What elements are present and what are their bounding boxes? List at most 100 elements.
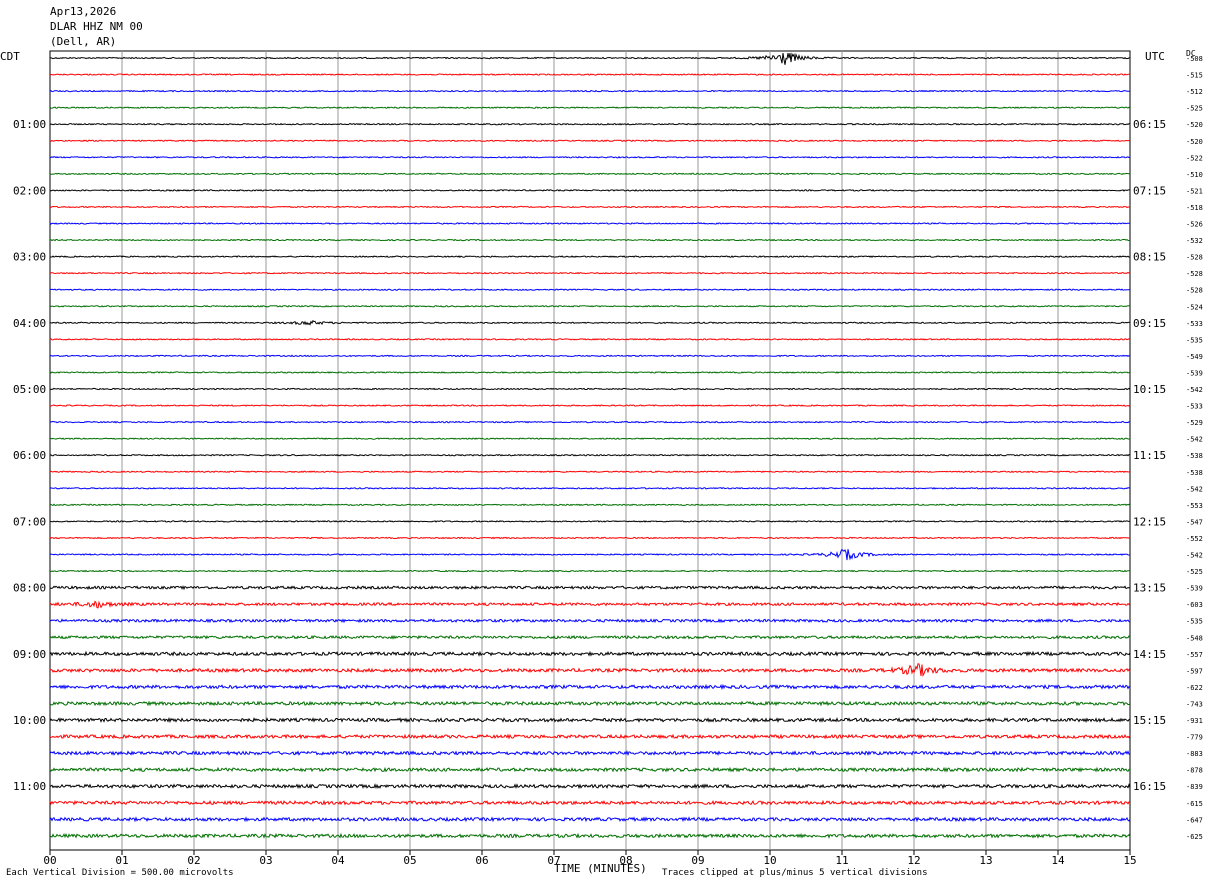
dc-offset-label: -520 xyxy=(1186,138,1203,146)
dc-offset-label: -542 xyxy=(1186,436,1203,444)
right-hour-label: 07:15 xyxy=(1133,184,1166,197)
trace-line xyxy=(49,600,1131,609)
left-hour-label: 09:00 xyxy=(13,648,46,661)
dc-label: DC xyxy=(1186,49,1196,58)
trace-line xyxy=(49,733,1131,740)
x-tick-label: 03 xyxy=(259,854,272,867)
trace-line xyxy=(49,73,1131,76)
dc-offset-label: -743 xyxy=(1186,700,1203,708)
left-hour-label: 05:00 xyxy=(13,383,46,396)
trace-line xyxy=(49,52,1131,65)
trace-line xyxy=(49,650,1131,657)
x-tick-label: 02 xyxy=(187,854,200,867)
x-tick-label: 01 xyxy=(115,854,128,867)
dc-offset-label: -647 xyxy=(1186,816,1203,824)
trace-line xyxy=(49,470,1131,474)
dc-offset-label: -508 xyxy=(1186,55,1203,63)
left-hour-label: 08:00 xyxy=(13,582,46,595)
dc-offset-label: -878 xyxy=(1186,767,1203,775)
dc-offset-label: -532 xyxy=(1186,237,1203,245)
trace-line xyxy=(49,799,1131,806)
x-tick-label: 14 xyxy=(1051,854,1065,867)
left-hour-label: 07:00 xyxy=(13,515,46,528)
dc-offset-label: -542 xyxy=(1186,485,1203,493)
trace-line xyxy=(49,288,1131,292)
dc-offset-label: -625 xyxy=(1186,833,1203,841)
dc-offset-label: -539 xyxy=(1186,369,1203,377)
x-tick-label: 10 xyxy=(763,854,776,867)
right-hour-label: 10:15 xyxy=(1133,383,1166,396)
right-hour-label: 16:15 xyxy=(1133,780,1166,793)
x-axis-label: TIME (MINUTES) xyxy=(554,862,647,875)
dc-offset-label: -529 xyxy=(1186,419,1203,427)
trace-line xyxy=(49,371,1131,374)
dc-offset-label: -538 xyxy=(1186,452,1203,460)
dc-offset-label: -553 xyxy=(1186,502,1203,510)
dc-offset-label: -548 xyxy=(1186,634,1203,642)
x-tick-label: 04 xyxy=(331,854,345,867)
dc-offset-label: -547 xyxy=(1186,518,1203,526)
left-hour-label: 10:00 xyxy=(13,714,46,727)
right-hour-label: 14:15 xyxy=(1133,648,1166,661)
right-hour-label: 06:15 xyxy=(1133,118,1166,131)
trace-line xyxy=(49,437,1131,440)
chart-station: DLAR HHZ NM 00 xyxy=(50,20,143,33)
dc-offset-label: -533 xyxy=(1186,320,1203,328)
left-hour-label: 01:00 xyxy=(13,118,46,131)
trace-line xyxy=(49,663,1131,677)
trace-line xyxy=(49,420,1131,424)
dc-offset-label: -533 xyxy=(1186,403,1203,411)
trace-line xyxy=(49,783,1131,790)
right-hour-label: 08:15 xyxy=(1133,251,1166,264)
trace-line xyxy=(49,404,1131,407)
dc-offset-label: -525 xyxy=(1186,568,1203,576)
trace-line xyxy=(50,255,1131,258)
dc-offset-label: -549 xyxy=(1186,353,1203,361)
trace-line xyxy=(49,683,1131,691)
trace-line xyxy=(49,453,1131,457)
dc-offset-label: -539 xyxy=(1186,585,1203,593)
plot-frame xyxy=(49,50,1131,851)
trace-line xyxy=(49,205,1131,209)
trace-line xyxy=(49,271,1131,275)
dc-offset-label: -526 xyxy=(1186,221,1203,229)
trace-line xyxy=(49,700,1131,707)
right-hour-label: 15:15 xyxy=(1133,714,1166,727)
trace-line xyxy=(49,585,1131,591)
trace-line xyxy=(49,548,1130,561)
footer-scale-note: Each Vertical Division = 500.00 microvol… xyxy=(6,868,234,878)
trace-line xyxy=(49,816,1131,823)
trace-line xyxy=(49,338,1131,341)
dc-offset-label: -557 xyxy=(1186,651,1203,659)
x-tick-label: 11 xyxy=(835,854,848,867)
right-zone-label: UTC xyxy=(1145,50,1165,63)
left-hour-label: 06:00 xyxy=(13,449,46,462)
dc-offset-label: -931 xyxy=(1186,717,1203,725)
trace-line xyxy=(49,106,1131,109)
dc-offset-label: -520 xyxy=(1186,121,1203,129)
x-tick-label: 06 xyxy=(475,854,488,867)
dc-offset-label: -542 xyxy=(1186,386,1203,394)
dc-offset-label: -528 xyxy=(1186,287,1203,295)
trace-line xyxy=(49,189,1130,192)
trace-line xyxy=(49,618,1131,624)
trace-line xyxy=(50,520,1131,523)
dc-offset-label: -597 xyxy=(1186,667,1203,675)
dc-offset-label: -528 xyxy=(1186,270,1203,278)
trace-line xyxy=(49,634,1131,640)
right-hour-label: 13:15 xyxy=(1133,582,1166,595)
x-tick-label: 07 xyxy=(547,854,560,867)
trace-line xyxy=(49,155,1131,159)
left-hour-label: 03:00 xyxy=(13,251,46,264)
dc-offset-label: -518 xyxy=(1186,204,1203,212)
x-tick-label: 05 xyxy=(403,854,416,867)
dc-offset-label: -622 xyxy=(1186,684,1203,692)
trace-line xyxy=(49,569,1131,573)
trace-line xyxy=(49,716,1131,724)
trace-line xyxy=(49,503,1131,507)
dc-offset-label: -535 xyxy=(1186,336,1203,344)
x-tick-label: 12 xyxy=(907,854,920,867)
x-tick-label: 00 xyxy=(43,854,56,867)
dc-offset-label: -510 xyxy=(1186,171,1203,179)
